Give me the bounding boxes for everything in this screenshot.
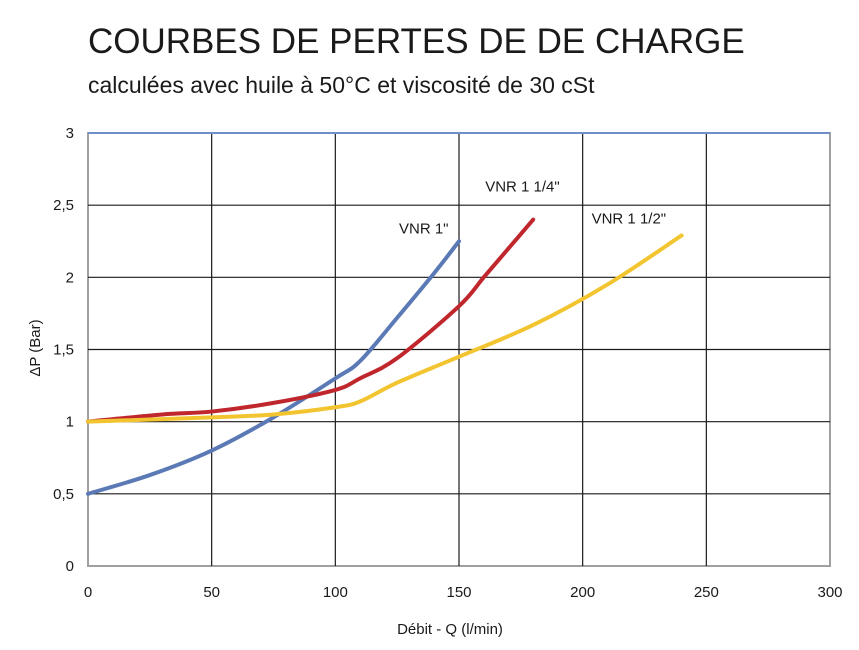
grid [87,132,831,567]
y-tick-label: 2 [66,269,74,286]
y-tick-label: 0 [66,558,74,575]
y-tick-label: 1,5 [53,342,74,359]
y-tick-label: 0,5 [53,486,74,503]
x-tick-labels: 0 50 100 150 200 250 300 [84,584,843,601]
y-tick-label: 2,5 [53,197,74,214]
y-tick-label: 1 [66,414,74,431]
series-label-2: VNR 1 1/4" [485,179,560,196]
y-tick-label: 3 [66,125,74,142]
x-tick-label: 150 [446,584,471,601]
x-tick-label: 300 [817,584,842,601]
x-tick-label: 100 [323,584,348,601]
series-lines [86,217,684,496]
series-label-1: VNR 1" [399,220,449,237]
y-tick-labels: 0 0,5 1 1,5 2 2,5 3 [53,125,74,575]
chart-title: COURBES DE PERTES DE DE CHARGE [88,22,745,61]
series-labels: VNR 1" VNR 1 1/4" VNR 1 1/2" [399,179,666,238]
x-tick-label: 0 [84,584,92,601]
chart-subtitle: calculées avec huile à 50°C et viscosité… [88,72,595,98]
y-axis-label: ΔP (Bar) [27,319,44,376]
series-line-2 [86,217,536,424]
x-axis-label: Débit - Q (l/min) [397,621,503,638]
series-line-3 [86,233,684,424]
series-line-1 [86,239,461,496]
series-label-3: VNR 1 1/2" [592,210,667,227]
x-tick-label: 250 [694,584,719,601]
x-tick-label: 50 [203,584,220,601]
x-tick-label: 200 [570,584,595,601]
